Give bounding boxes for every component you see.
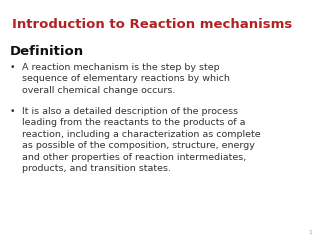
- Text: Definition: Definition: [10, 45, 84, 58]
- Text: A reaction mechanism is the step by step
sequence of elementary reactions by whi: A reaction mechanism is the step by step…: [22, 63, 230, 95]
- Text: It is also a detailed description of the process
leading from the reactants to t: It is also a detailed description of the…: [22, 107, 260, 173]
- Text: Introduction to Reaction mechanisms: Introduction to Reaction mechanisms: [12, 18, 292, 31]
- Text: 1: 1: [308, 230, 312, 235]
- Text: •: •: [10, 63, 15, 72]
- Text: •: •: [10, 107, 15, 116]
